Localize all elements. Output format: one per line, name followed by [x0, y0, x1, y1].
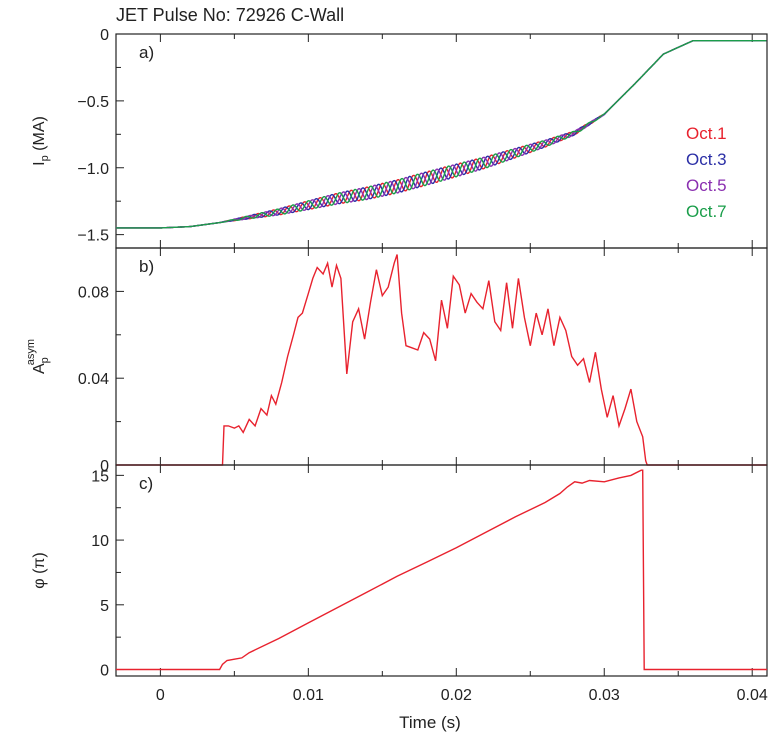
y-tick-label: 0.04 [78, 371, 109, 388]
series-line-4 [116, 40, 767, 229]
y-tick-label: 0 [100, 458, 109, 475]
x-tick-label: 0 [156, 687, 165, 704]
panel-2: 0 0.04 0.08 b) Apasym [25, 247, 768, 475]
series-line-1 [116, 40, 767, 229]
panel-label: c) [139, 474, 153, 493]
panel-1: 0 −0.5 −1.0 −1.5 a) Ip (MA) Oct.1 Oct.3 Oct.5 Oct… [31, 27, 768, 249]
legend-entry: Oct.7 [686, 202, 727, 221]
plot-frame [115, 247, 768, 466]
y-axis-label: Ip (MA) [31, 116, 51, 166]
x-tick-label: 0.01 [293, 687, 324, 704]
y-tick-label: −1.5 [77, 228, 109, 245]
y-axis-label: Apasym [25, 339, 51, 374]
figure-title: JET Pulse No: 72926 C-Wall [116, 5, 344, 25]
plot-frame [115, 33, 768, 249]
series-line-1 [116, 254, 767, 466]
y-tick-label: 0 [100, 27, 109, 44]
y-axis-label: φ (π) [31, 552, 48, 589]
x-axis-label: Time (s) [399, 713, 461, 732]
y-tick-label: −0.5 [77, 94, 109, 111]
panel-label: a) [139, 43, 154, 62]
legend-entry: Oct.3 [686, 150, 727, 169]
plot-frame [115, 464, 768, 677]
y-tick-label: 0 [100, 663, 109, 680]
y-tick-label: −1.0 [77, 161, 109, 178]
panel-label: b) [139, 257, 154, 276]
panel-3: 0 5 10 15 c) φ (π) 0 0.01 0.02 0.03 0.04 [31, 464, 768, 704]
x-tick-label: 0.04 [737, 687, 768, 704]
y-tick-label: 5 [100, 598, 109, 615]
y-tick-label: 0.08 [78, 284, 109, 301]
legend-entry: Oct.5 [686, 176, 727, 195]
panels: 0 −0.5 −1.0 −1.5 a) Ip (MA) Oct.1 Oct.3 Oct.5 Oct… [25, 27, 768, 704]
y-tick-label: 10 [91, 533, 109, 550]
series-line-3 [116, 40, 767, 229]
y-tick-label: 15 [91, 468, 109, 485]
x-tick-label: 0.03 [589, 687, 620, 704]
series-line-1 [116, 469, 767, 671]
x-tick-label: 0.02 [441, 687, 472, 704]
legend-entry: Oct.1 [686, 124, 727, 143]
series-line-2 [116, 40, 767, 229]
